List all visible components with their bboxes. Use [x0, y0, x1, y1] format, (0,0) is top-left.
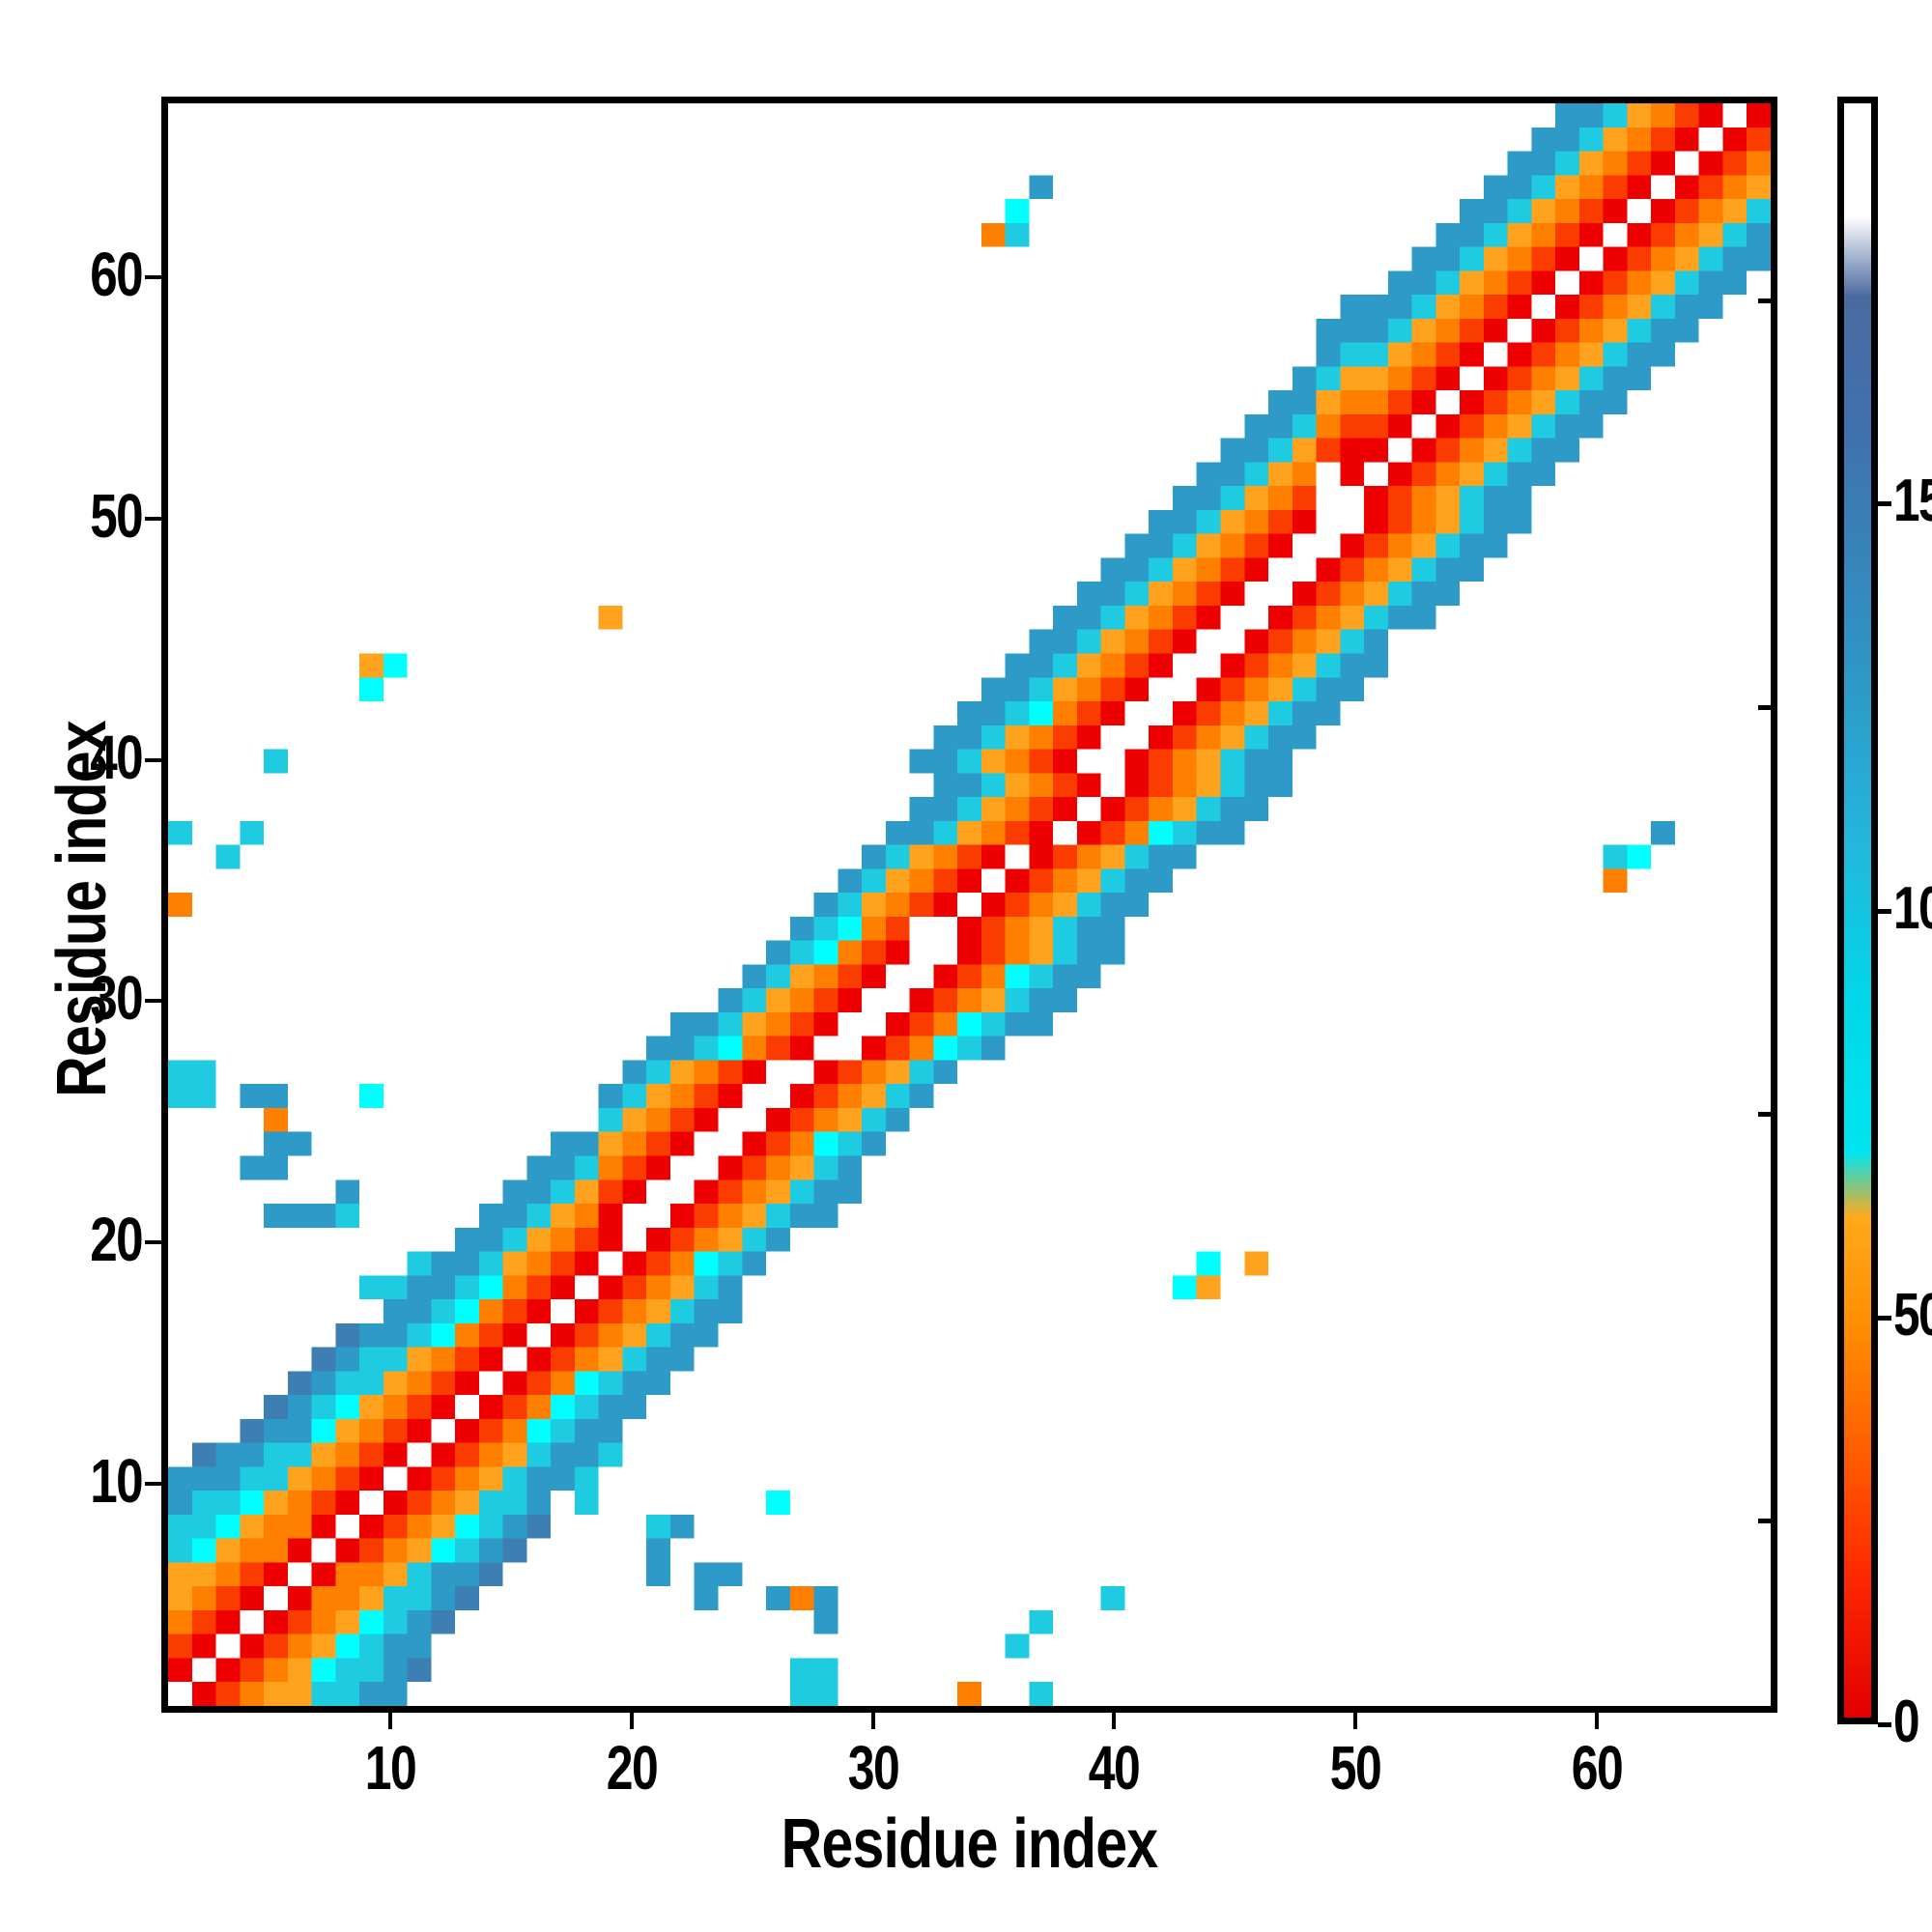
y-tick-20	[145, 1240, 161, 1245]
colorbar-minor-tick-125	[1758, 704, 1774, 710]
y-axis-title: Residue index	[43, 721, 121, 1097]
y-tick-label-40: 40	[90, 722, 143, 792]
colorbar-tick-label-0: 0	[1893, 1689, 1920, 1755]
x-tick-label-50: 50	[1329, 1733, 1382, 1803]
colorbar-tick-150	[1878, 501, 1891, 507]
colorbar-tick-0	[1878, 1722, 1891, 1727]
y-tick-label-10: 10	[90, 1445, 143, 1516]
x-tick-30	[870, 1713, 875, 1729]
x-tick-60	[1594, 1713, 1599, 1729]
x-axis-title: Residue index	[781, 1805, 1158, 1883]
colorbar-minor-tick-25	[1758, 1519, 1774, 1524]
y-tick-40	[145, 757, 161, 762]
x-tick-label-30: 30	[847, 1733, 899, 1803]
heatmap-plot-area	[161, 97, 1777, 1713]
y-tick-30	[145, 999, 161, 1004]
contact-map-heatmap	[168, 103, 1771, 1706]
x-tick-50	[1353, 1713, 1358, 1729]
y-tick-50	[145, 516, 161, 521]
colorbar-gradient	[1844, 103, 1871, 1718]
y-tick-60	[145, 275, 161, 280]
colorbar-tick-label-150: 150	[1893, 468, 1932, 535]
y-tick-10	[145, 1481, 161, 1486]
y-tick-label-50: 50	[90, 480, 143, 551]
x-tick-label-10: 10	[365, 1733, 417, 1803]
colorbar-tick-label-100: 100	[1893, 874, 1932, 942]
x-tick-20	[629, 1713, 634, 1729]
colorbar-tick-label-50: 50	[1893, 1281, 1932, 1349]
x-tick-label-20: 20	[606, 1733, 659, 1803]
x-tick-10	[388, 1713, 393, 1729]
x-tick-label-60: 60	[1571, 1733, 1624, 1803]
colorbar	[1837, 97, 1878, 1724]
x-tick-label-40: 40	[1089, 1733, 1141, 1803]
colorbar-tick-100	[1878, 908, 1891, 914]
colorbar-minor-tick-175	[1758, 298, 1774, 303]
y-tick-label-30: 30	[90, 963, 143, 1034]
x-tick-40	[1112, 1713, 1117, 1729]
y-tick-label-60: 60	[90, 240, 143, 310]
y-tick-label-20: 20	[90, 1205, 143, 1275]
colorbar-tick-50	[1878, 1315, 1891, 1321]
colorbar-minor-tick-75	[1758, 1112, 1774, 1118]
